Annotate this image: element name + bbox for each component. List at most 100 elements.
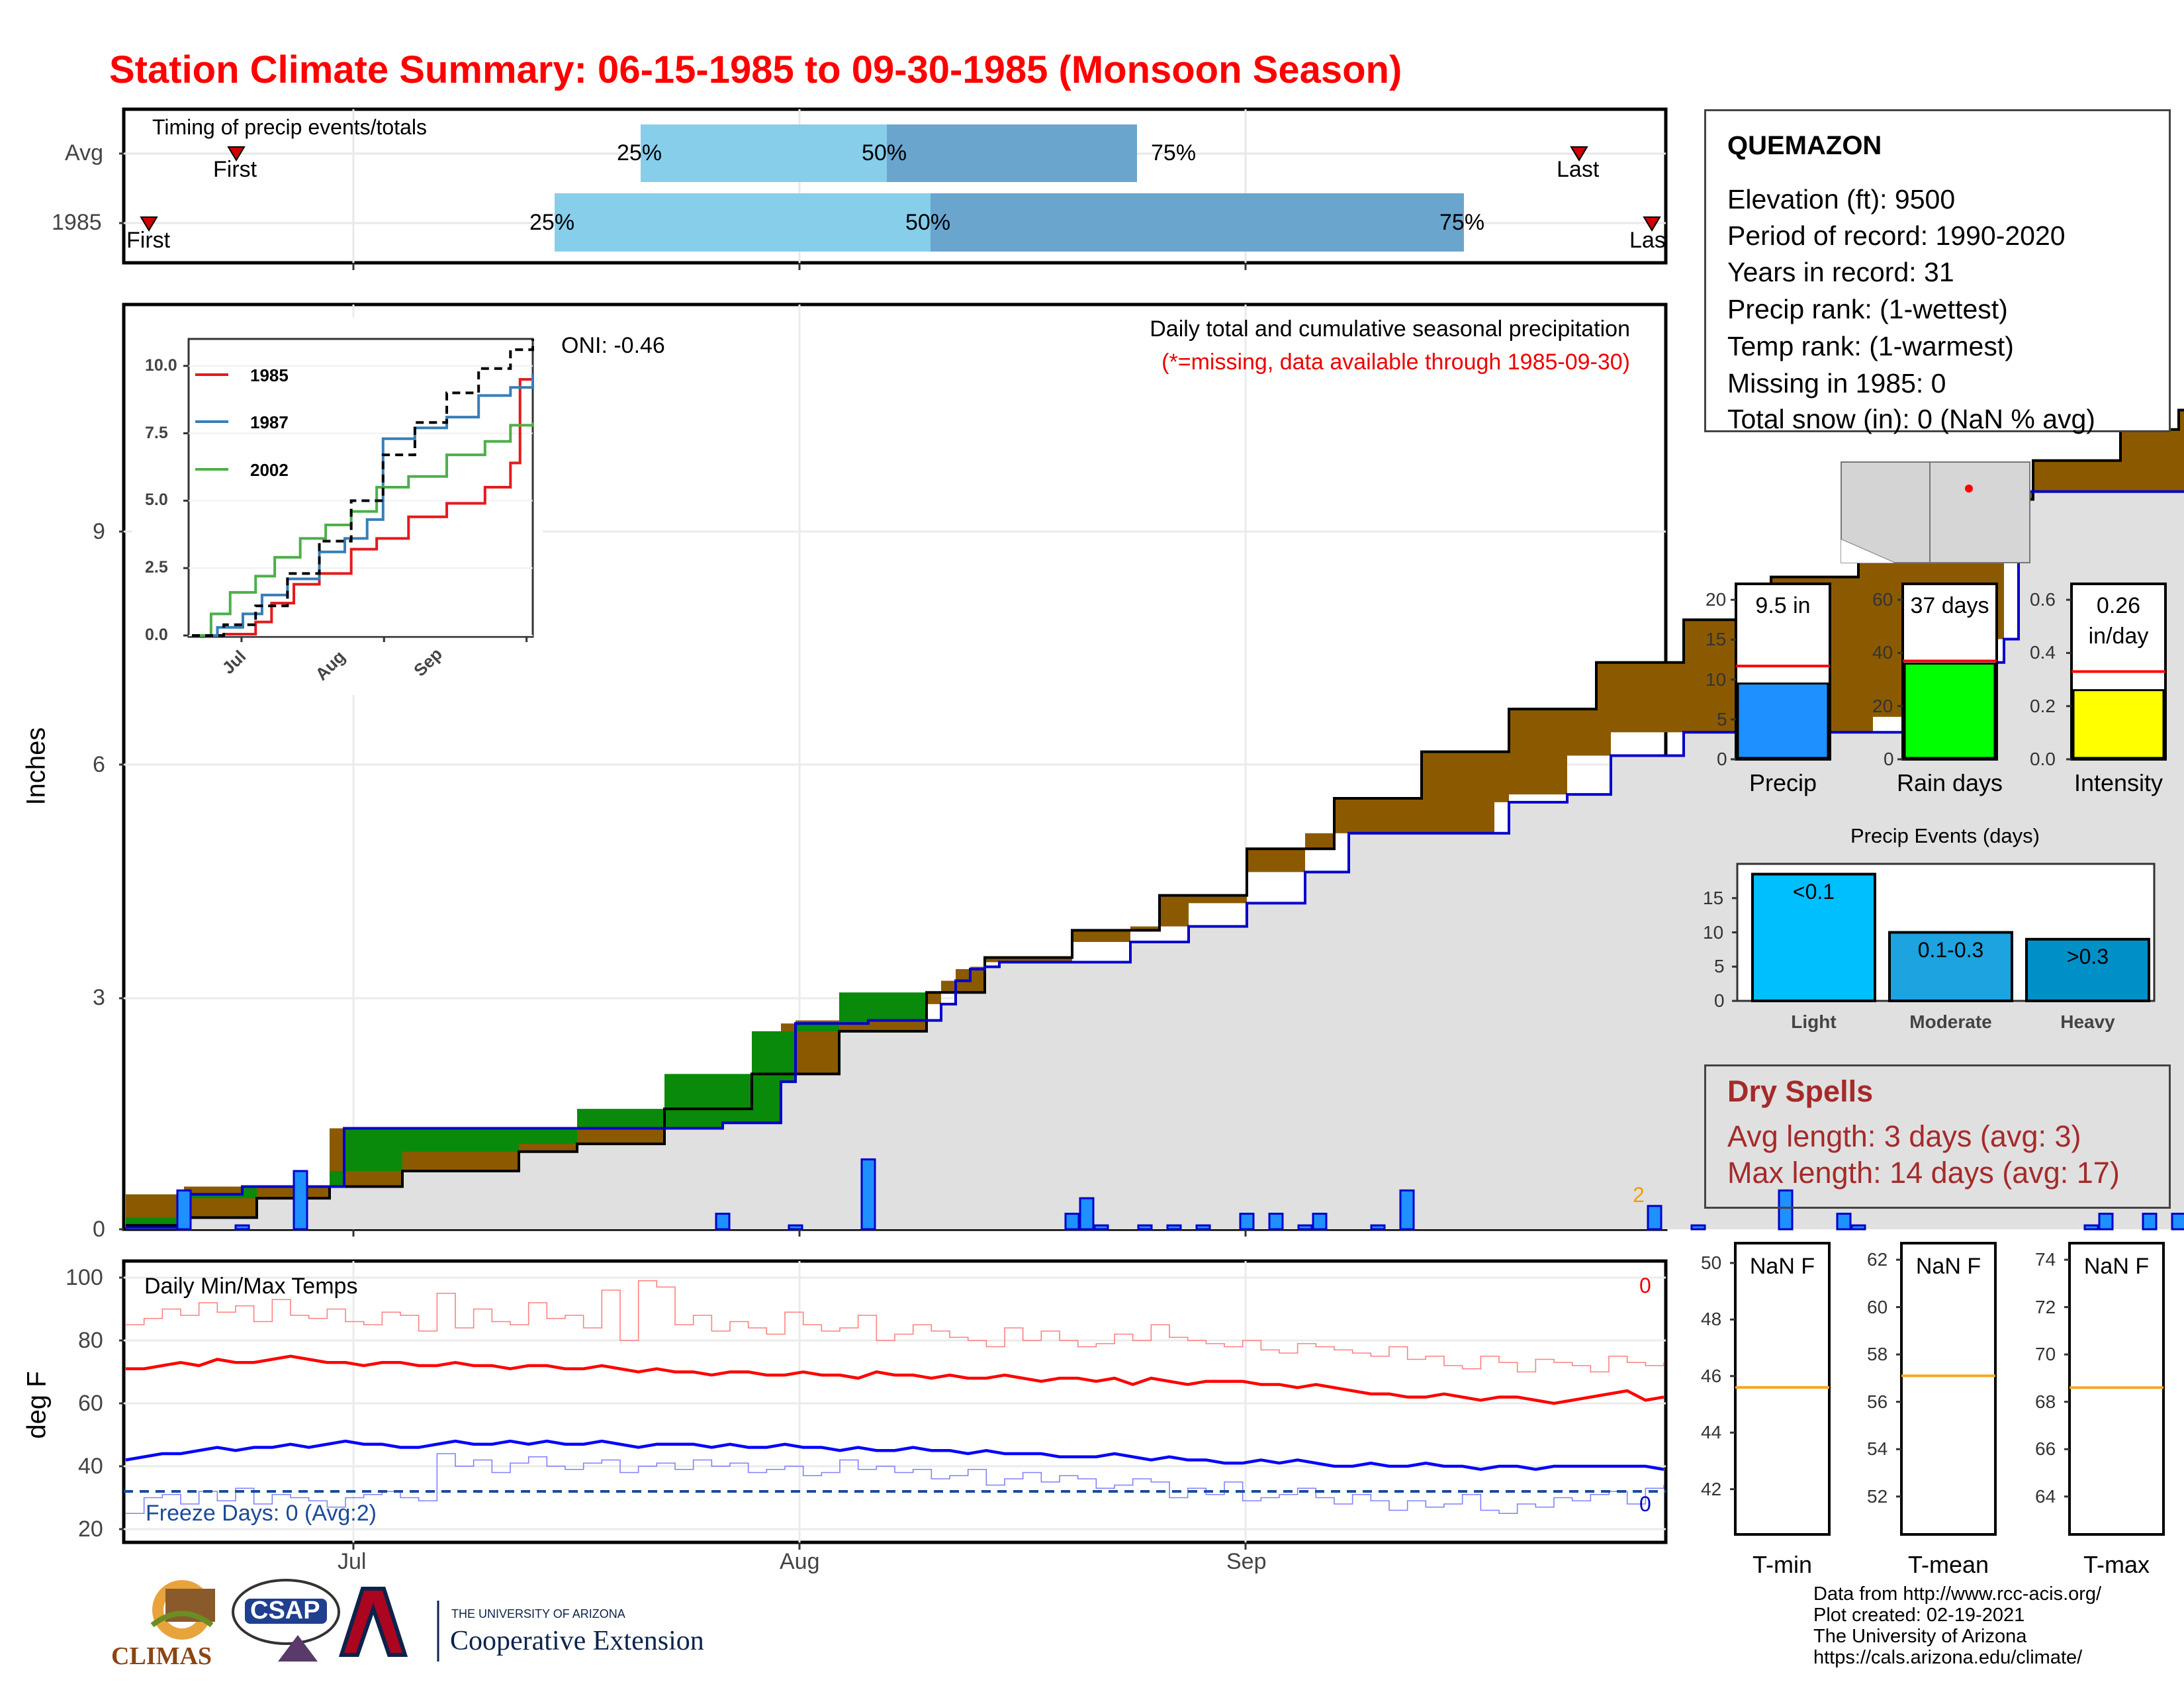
mini-bar-label: Precip bbox=[1749, 769, 1817, 796]
temp-box-tick-label: 74 bbox=[2035, 1249, 2056, 1270]
events-bar-text: >0.3 bbox=[2066, 944, 2109, 968]
events-bar-text: <0.1 bbox=[1792, 879, 1835, 904]
xtick-aug: Aug bbox=[780, 1549, 820, 1574]
temp-box-tick-label: 62 bbox=[1867, 1249, 1888, 1270]
temp-box-tick-label: 72 bbox=[2035, 1296, 2056, 1317]
precip-ytick-0: 0 bbox=[93, 1217, 105, 1242]
first-label-1985: First bbox=[126, 228, 171, 253]
temp-max-avg-line bbox=[126, 1354, 1664, 1405]
temp-box-frame bbox=[1900, 1242, 1997, 1536]
timing-1985-q1-q2 bbox=[555, 193, 931, 252]
inset-ytick-label: 7.5 bbox=[145, 423, 168, 442]
credit-source: Data from http://www.rcc-acis.org/ bbox=[1813, 1583, 2102, 1605]
precip-events-chart bbox=[1732, 863, 2156, 1003]
daily-precip-bar bbox=[1093, 1224, 1109, 1231]
station-period: Period of record: 1990-2020 bbox=[1727, 220, 2066, 251]
mini-bar-tick-label: 15 bbox=[1706, 629, 1727, 650]
inset-series-1987 bbox=[192, 373, 534, 637]
temp-min-avg-line bbox=[125, 1439, 1664, 1472]
mini-bar-tick-label: 0.0 bbox=[2030, 749, 2056, 769]
pct75-avg: 75% bbox=[1151, 140, 1197, 165]
csap-logo-text: CSAP bbox=[250, 1597, 320, 1624]
dry-spells-avg: Avg length: 3 days (avg: 3) bbox=[1727, 1119, 2081, 1153]
temp-box-tick-label: 54 bbox=[1867, 1438, 1888, 1460]
inset-ytick-label: 2.5 bbox=[145, 558, 168, 577]
pct25-avg: 25% bbox=[617, 140, 662, 165]
temp-ytick-60: 60 bbox=[78, 1391, 103, 1416]
daily-precip-bar bbox=[1268, 1213, 1284, 1231]
credit-url: https://cals.arizona.edu/climate/ bbox=[1813, 1647, 2083, 1668]
events-bar-moderate bbox=[1888, 931, 2013, 1002]
temp-box-tick-label: 70 bbox=[2035, 1344, 2056, 1365]
xtick-jul: Jul bbox=[338, 1549, 367, 1574]
station-years: Years in record: 31 bbox=[1727, 257, 1954, 287]
temp-box-tick-label: 44 bbox=[1701, 1422, 1722, 1443]
pct75-1985: 75% bbox=[1439, 210, 1485, 235]
timing-avg-q2-q3 bbox=[887, 124, 1137, 182]
temp-ytick-20: 20 bbox=[78, 1517, 103, 1542]
daily-precip-bar bbox=[293, 1170, 308, 1231]
temp-min-count: 0 bbox=[1639, 1492, 1651, 1516]
temp-box-tick-label: 68 bbox=[2035, 1391, 2056, 1412]
events-bar-text: 0.1-0.3 bbox=[1917, 937, 1984, 962]
mini-bar-label: Intensity bbox=[2073, 769, 2163, 796]
pct50-avg: 50% bbox=[862, 140, 907, 165]
events-bar-light bbox=[1751, 872, 1876, 1003]
temp-box-tick-label: 52 bbox=[1867, 1485, 1888, 1507]
pct25-1985: 25% bbox=[529, 210, 575, 235]
freeze-label: Freeze Days: 0 (Avg:2) bbox=[146, 1501, 377, 1526]
mini-bar-tick-label: 40 bbox=[1872, 642, 1893, 663]
timing-1985-q2-q3 bbox=[931, 193, 1464, 252]
events-bar-label: Moderate bbox=[1909, 1011, 1992, 1032]
mini-bar-value: 37 days bbox=[1910, 593, 1989, 618]
precip-ytick-3: 3 bbox=[93, 985, 105, 1010]
mini-bar-tick-label: 0 bbox=[1717, 749, 1727, 769]
last-marker-avg bbox=[1570, 146, 1588, 162]
temp-box-tick-label: 42 bbox=[1701, 1478, 1722, 1499]
mini-bar-tick-label: 0.2 bbox=[2030, 695, 2056, 716]
daily-precip-bar bbox=[234, 1224, 250, 1231]
daily-precip-bar bbox=[1195, 1224, 1211, 1231]
first-marker-1985 bbox=[140, 216, 158, 232]
mini-bar-rain-days bbox=[1903, 662, 1996, 759]
events-title: Precip Events (days) bbox=[1850, 824, 2040, 847]
xtick-sep: Sep bbox=[1226, 1549, 1267, 1574]
mini-bar-tick-label: 20 bbox=[1706, 589, 1727, 610]
station-precip-rank: Precip rank: (1-wettest) bbox=[1727, 294, 2008, 324]
daily-precip-bar bbox=[1399, 1189, 1415, 1231]
daily-precip-bar bbox=[1312, 1213, 1328, 1231]
precip-caption: Daily total and cumulative seasonal prec… bbox=[1150, 316, 1630, 342]
inset-ytick-label: 10.0 bbox=[145, 355, 177, 375]
ua-logo-small: THE UNIVERSITY OF ARIZONA bbox=[451, 1607, 625, 1620]
dry-spells-title: Dry Spells bbox=[1727, 1074, 1874, 1108]
temp-panel bbox=[119, 1259, 1668, 1550]
temp-box-tick-label: 56 bbox=[1867, 1391, 1888, 1412]
events-tick-label: 15 bbox=[1703, 887, 1724, 908]
mini-bar-value: in/day bbox=[2088, 624, 2149, 649]
precip-caption-missing: (*=missing, data available through 1985-… bbox=[1161, 350, 1630, 375]
events-bar-heavy bbox=[2025, 937, 2150, 1002]
surplus-area bbox=[126, 992, 927, 1228]
events-bar-label: Heavy bbox=[2060, 1011, 2115, 1032]
inset-chart bbox=[132, 318, 543, 695]
mini-bar-precip bbox=[1737, 682, 1829, 759]
mini-bar-tick-label: 5 bbox=[1717, 708, 1727, 729]
pct50-1985: 50% bbox=[905, 210, 951, 235]
daily-precip-bar bbox=[1297, 1224, 1313, 1231]
last-label-avg: Last bbox=[1557, 157, 1600, 182]
timing-panel bbox=[119, 107, 1668, 270]
temp-plot-area bbox=[125, 1280, 1664, 1515]
temp-box-tick-label: 60 bbox=[1867, 1296, 1888, 1317]
station-info-box: QUEMAZON Elevation (ft): 9500 Period of … bbox=[1704, 109, 2171, 434]
inset-legend-2002: 2002 bbox=[250, 460, 289, 480]
mini-bar-value: 0.26 bbox=[2096, 593, 2141, 618]
daily-precip-bar bbox=[715, 1213, 731, 1231]
precip-plot-area bbox=[126, 408, 2184, 1231]
last-marker-1985 bbox=[1643, 216, 1661, 232]
events-tick-label: 10 bbox=[1703, 921, 1724, 943]
inset-ytick-label: 0.0 bbox=[145, 626, 168, 644]
temp-box-value: NaN F bbox=[1915, 1254, 1981, 1279]
dry-spells-box: Dry Spells Avg length: 3 days (avg: 3) M… bbox=[1704, 1064, 2171, 1209]
precip-ytick-6: 6 bbox=[93, 752, 105, 777]
